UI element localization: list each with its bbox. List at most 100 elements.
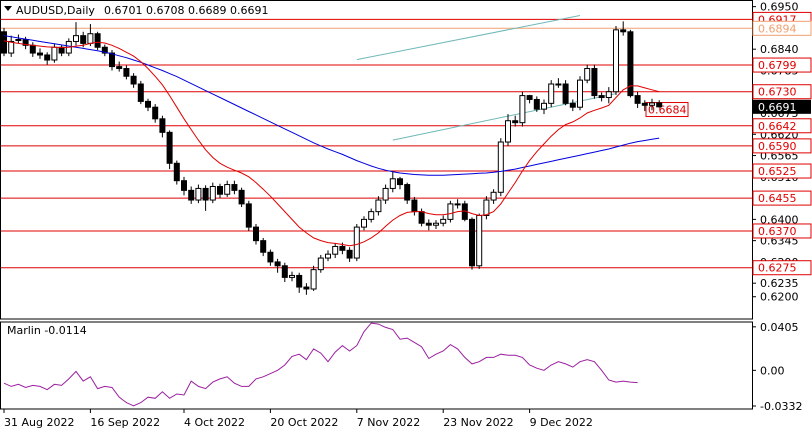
candlesticks bbox=[1, 21, 663, 295]
candle-body-bear bbox=[94, 33, 101, 48]
candle bbox=[361, 216, 367, 231]
level-label-text: 0.6894 bbox=[758, 22, 797, 35]
candle-body-bear bbox=[166, 131, 173, 164]
candle bbox=[123, 65, 130, 80]
candle bbox=[382, 184, 389, 204]
candle-body-bear bbox=[512, 120, 519, 124]
current-price-label: 0.6691 bbox=[753, 99, 811, 114]
oscillator-pane-border bbox=[0, 321, 753, 410]
candle bbox=[454, 199, 461, 209]
candle-body-bear bbox=[29, 44, 36, 54]
candle-body-bear bbox=[569, 102, 576, 108]
candle bbox=[202, 185, 209, 211]
candle bbox=[231, 180, 238, 195]
time-tick-label: 7 Nov 2022 bbox=[357, 416, 420, 429]
candle bbox=[497, 138, 504, 197]
candle-body-bull bbox=[382, 187, 389, 201]
candle-body-bull bbox=[51, 46, 58, 61]
candle bbox=[512, 115, 519, 127]
level-price-label: 0.6370 bbox=[752, 223, 812, 239]
candle-body-bear bbox=[231, 184, 238, 191]
candle bbox=[8, 35, 15, 57]
time-tick-label: 20 Oct 2022 bbox=[270, 416, 338, 429]
osc-tick-label: -0.0332 bbox=[760, 400, 802, 413]
candle bbox=[641, 100, 648, 112]
candle-body-bear bbox=[145, 100, 151, 108]
candle-body-bull bbox=[541, 102, 547, 110]
chart-header: AUDUSD,Daily 0.6701 0.6708 0.6689 0.6691 bbox=[4, 4, 268, 17]
candle bbox=[375, 196, 382, 216]
level-label-text: 0.6370 bbox=[758, 225, 797, 238]
candle-body-bear bbox=[562, 83, 569, 104]
candle-body-bear bbox=[469, 218, 475, 267]
candle bbox=[433, 220, 439, 230]
dropdown-triangle-icon[interactable] bbox=[4, 6, 12, 11]
candle bbox=[591, 64, 598, 99]
level-price-label: 0.6455 bbox=[752, 190, 812, 206]
level-label-box bbox=[752, 190, 812, 206]
oscillator-pane: 0.0405 0.00 -0.0332 bbox=[3, 321, 802, 413]
candle-body-bear bbox=[238, 189, 245, 205]
candle-body-bull bbox=[289, 274, 295, 278]
candle bbox=[37, 48, 43, 59]
candle bbox=[166, 130, 173, 170]
candle-body-bear bbox=[634, 95, 641, 104]
level-label-text: 0.6455 bbox=[758, 192, 797, 205]
candle-body-bear bbox=[346, 249, 353, 259]
candle-body-bear bbox=[260, 240, 267, 253]
candle bbox=[130, 73, 137, 88]
candle-body-bull bbox=[577, 79, 583, 108]
candle-body-bear bbox=[526, 95, 533, 100]
price-tick-label: 0.6200 bbox=[760, 291, 799, 304]
candle-body-bear bbox=[130, 75, 137, 85]
candle bbox=[555, 78, 562, 88]
candle bbox=[613, 25, 619, 95]
candle-body-bull bbox=[490, 191, 497, 201]
candle bbox=[483, 196, 490, 220]
candle-body-bear bbox=[397, 178, 403, 186]
current-price-box bbox=[753, 99, 811, 114]
ohlc-values: 0.6701 0.6708 0.6689 0.6691 bbox=[104, 4, 268, 17]
candle bbox=[397, 176, 403, 190]
candle bbox=[217, 183, 223, 199]
candle bbox=[245, 200, 252, 231]
candle-body-bull bbox=[440, 218, 447, 224]
candle-body-bull bbox=[483, 199, 490, 217]
candle-body-bull bbox=[389, 178, 396, 189]
candle bbox=[195, 184, 202, 204]
main-pane-frame bbox=[0, 0, 753, 410]
time-tick-label: 4 Oct 2022 bbox=[184, 416, 245, 429]
candle-body-bull bbox=[87, 33, 94, 44]
candle-body-bull bbox=[649, 102, 655, 106]
candle bbox=[224, 180, 231, 197]
time-axis: 31 Aug 2022 16 Sep 2022 4 Oct 2022 20 Oct 2… bbox=[3, 409, 593, 429]
candle bbox=[80, 31, 87, 48]
candle-body-bear bbox=[598, 95, 605, 99]
candle bbox=[346, 247, 353, 262]
candle bbox=[325, 250, 331, 262]
level-label-text: 0.6275 bbox=[758, 262, 797, 275]
candle-body-bear bbox=[627, 31, 634, 97]
candle-body-bull bbox=[317, 257, 324, 271]
candle bbox=[303, 283, 310, 295]
moving-averages bbox=[3, 35, 660, 247]
candle-body-bear bbox=[641, 102, 648, 106]
candle bbox=[332, 243, 339, 259]
channel-upper-line[interactable] bbox=[356, 15, 581, 61]
candle-body-bull bbox=[497, 141, 504, 193]
candle bbox=[469, 217, 475, 270]
candle-body-bear bbox=[425, 222, 432, 226]
candle-body-bear bbox=[152, 106, 159, 120]
candle bbox=[569, 99, 576, 112]
level-label-text: 0.6799 bbox=[758, 59, 797, 72]
main-pane-border bbox=[0, 0, 753, 320]
candle-body-bear bbox=[44, 54, 51, 61]
ma-slow-line bbox=[3, 35, 660, 176]
candle-body-bear bbox=[173, 162, 180, 182]
candle-body-bull bbox=[15, 39, 22, 42]
candle bbox=[101, 44, 108, 57]
candle-body-bear bbox=[281, 265, 288, 278]
candle-body-bear bbox=[217, 185, 223, 195]
